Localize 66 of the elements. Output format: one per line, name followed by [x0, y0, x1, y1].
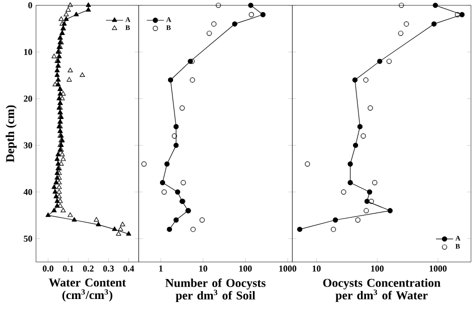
point [126, 231, 132, 236]
point [52, 82, 58, 86]
point [52, 208, 57, 212]
point [86, 7, 91, 12]
point [94, 217, 99, 222]
point [120, 222, 126, 226]
point [68, 68, 73, 72]
point [52, 184, 57, 189]
point [66, 7, 71, 12]
x-axis-title: Oocysts Concentration per dm$^{3}$ of Water [323, 278, 440, 302]
y-tick-label: 10 [24, 48, 32, 56]
point [74, 12, 79, 16]
point [64, 12, 69, 16]
point [58, 203, 63, 208]
x-tick-label: 100 [371, 266, 384, 272]
point [46, 212, 51, 217]
x-tick-label: 1000 [430, 266, 447, 272]
y-tick-label: 40 [24, 188, 32, 196]
y-tick-label: 20 [24, 96, 32, 102]
x-tick-label: 1 [159, 266, 163, 272]
point [60, 96, 65, 100]
point [66, 77, 72, 82]
point [86, 2, 91, 7]
point [52, 54, 57, 58]
x-tick-label: 0.3 [103, 266, 114, 272]
point [56, 180, 62, 184]
point [116, 231, 122, 236]
point [54, 68, 60, 72]
point [54, 156, 60, 161]
x-tick-label: 100 [239, 266, 252, 272]
point [52, 189, 58, 194]
y-axis-title: Depth (cm) [6, 105, 17, 162]
point [96, 222, 101, 226]
point [60, 156, 66, 161]
point [68, 2, 73, 7]
point [72, 217, 77, 222]
x-tick-label: 0.1 [62, 266, 74, 272]
x-tick-label: 1000 [279, 266, 296, 272]
point [64, 16, 69, 21]
point [60, 152, 65, 156]
point [112, 226, 118, 231]
point [60, 91, 66, 96]
point [58, 161, 64, 166]
point [56, 152, 61, 156]
x-tick-label: 0.4 [123, 266, 134, 272]
point [68, 212, 73, 217]
x-axis-title: Water Content (cm$^{3}$/cm$^{3}$) [48, 278, 126, 302]
point [58, 16, 64, 21]
point [56, 184, 62, 189]
y-tick-label: 50 [24, 236, 32, 242]
point [60, 208, 66, 212]
point [56, 189, 62, 194]
point [56, 77, 61, 82]
x-tick-label: 10 [199, 266, 208, 272]
y-tick-label: 0 [28, 2, 32, 8]
point [54, 72, 60, 77]
x-tick-label: 0.0 [42, 266, 54, 272]
point [56, 194, 62, 198]
x-tick-label: 0.2 [83, 266, 94, 272]
point [56, 54, 62, 58]
point [118, 226, 124, 231]
y-tick-label: 30 [24, 142, 32, 148]
point [80, 72, 85, 77]
x-tick-label: 10 [312, 266, 321, 272]
x-axis-title: Number of Oocysts per dm$^{3}$ of Soil [165, 278, 266, 302]
point [58, 198, 63, 203]
